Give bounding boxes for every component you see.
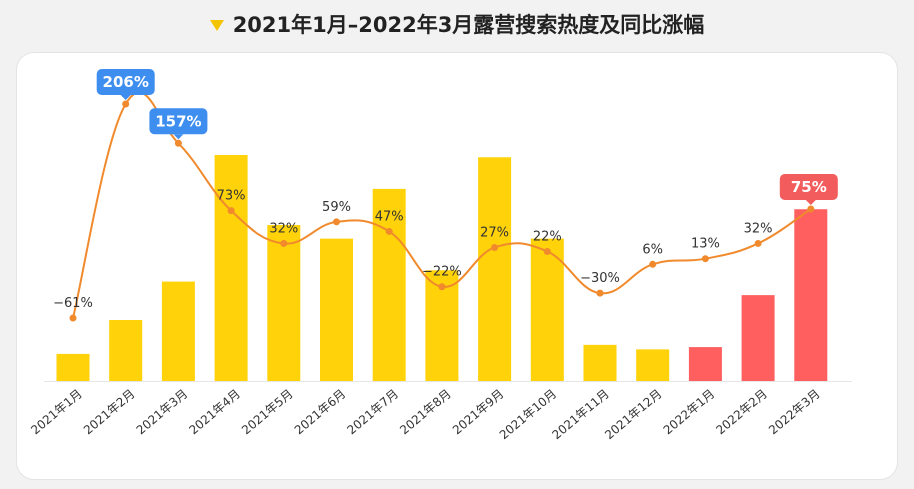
bar-6 bbox=[320, 238, 353, 381]
x-tick-label: 2021年1月 bbox=[28, 387, 85, 438]
growth-point-5 bbox=[280, 239, 288, 247]
bar-1 bbox=[56, 353, 90, 381]
bar-3 bbox=[161, 281, 195, 381]
bar-9 bbox=[478, 157, 512, 381]
bar-11 bbox=[583, 344, 617, 381]
growth-point-8 bbox=[438, 283, 446, 291]
growth-point-2 bbox=[122, 100, 130, 108]
bar-10 bbox=[530, 238, 564, 381]
growth-label-5: 32% bbox=[269, 221, 298, 236]
growth-point-15 bbox=[807, 205, 815, 213]
growth-point-1 bbox=[69, 314, 77, 322]
bar-5 bbox=[267, 225, 301, 381]
bar-13 bbox=[688, 347, 722, 381]
callout-label: 75% bbox=[791, 178, 827, 196]
callout-box bbox=[96, 69, 155, 95]
bar-12 bbox=[636, 349, 670, 381]
bar-15 bbox=[794, 209, 828, 381]
bar-2 bbox=[109, 319, 143, 381]
growth-label-7: 47% bbox=[375, 209, 404, 224]
callout-pointer bbox=[805, 199, 816, 205]
x-tick-label: 2021年2月 bbox=[81, 387, 138, 438]
triangle-icon bbox=[209, 19, 224, 31]
bar-4 bbox=[214, 155, 248, 381]
growth-label-13: 13% bbox=[691, 237, 720, 252]
growth-point-4 bbox=[227, 207, 235, 215]
x-tick-label: 2021年12月 bbox=[602, 387, 664, 443]
x-tick-label: 2021年4月 bbox=[186, 387, 243, 438]
x-tick-label: 2021年3月 bbox=[134, 387, 191, 438]
growth-label-14: 32% bbox=[744, 221, 773, 236]
growth-label-1: −61% bbox=[53, 296, 93, 311]
x-tick-label: 2022年1月 bbox=[661, 387, 718, 438]
growth-label-8: −22% bbox=[422, 265, 462, 280]
growth-point-6 bbox=[333, 218, 340, 226]
growth-label-9: 27% bbox=[480, 225, 509, 240]
x-tick-label: 2021年5月 bbox=[239, 387, 296, 438]
growth-point-10 bbox=[543, 247, 551, 255]
x-tick-label: 2022年2月 bbox=[713, 387, 770, 438]
x-tick-label: 2021年7月 bbox=[344, 387, 401, 438]
callout-3: 157% bbox=[149, 108, 208, 140]
growth-label-11: −30% bbox=[580, 271, 620, 286]
growth-point-9 bbox=[491, 243, 499, 251]
chart-title-row: 2021年1月–2022年3月露营搜索热度及同比涨幅 bbox=[0, 8, 914, 40]
growth-point-13 bbox=[701, 255, 709, 263]
x-tick-label: 2021年10月 bbox=[497, 387, 559, 443]
callout-box bbox=[779, 173, 838, 200]
callout-pointer bbox=[173, 134, 184, 140]
chart-title: 2021年1月–2022年3月露营搜索热度及同比涨幅 bbox=[232, 13, 705, 37]
callout-15: 75% bbox=[779, 173, 838, 205]
growth-point-7 bbox=[385, 227, 393, 235]
callout-pointer bbox=[120, 95, 131, 100]
callout-box bbox=[149, 108, 208, 135]
growth-label-4: 73% bbox=[217, 189, 246, 204]
growth-point-14 bbox=[754, 239, 762, 247]
x-tick-label: 2021年11月 bbox=[549, 387, 611, 443]
growth-label-10: 22% bbox=[533, 229, 562, 244]
x-tick-label: 2022年3月 bbox=[766, 387, 823, 438]
x-tick-label: 2021年8月 bbox=[397, 387, 454, 438]
growth-label-6: 59% bbox=[322, 200, 351, 215]
callout-2: 206% bbox=[96, 69, 155, 100]
growth-point-3 bbox=[174, 139, 182, 147]
callout-label: 206% bbox=[103, 73, 149, 91]
growth-point-12 bbox=[649, 260, 657, 268]
bar-14 bbox=[741, 295, 775, 381]
growth-label-12: 6% bbox=[642, 242, 663, 257]
x-tick-label: 2021年6月 bbox=[292, 387, 349, 438]
bar-7 bbox=[372, 188, 406, 381]
growth-point-11 bbox=[596, 289, 604, 297]
callout-label: 157% bbox=[155, 112, 201, 130]
